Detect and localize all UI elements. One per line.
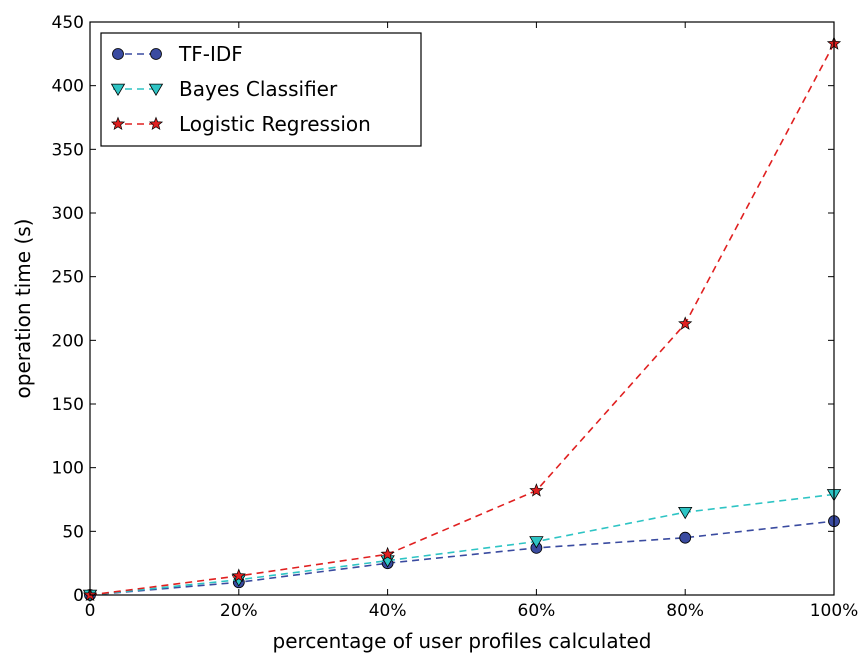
- series-tf-idf: [84, 515, 840, 601]
- x-axis-label: percentage of user profiles calculated: [273, 629, 652, 653]
- x-tick-label: 40%: [369, 601, 407, 621]
- legend: TF-IDF Bayes Classifier Logistic Regressio…: [100, 32, 422, 147]
- plot-frame: [89, 21, 835, 596]
- y-tick-label: 0: [73, 586, 84, 606]
- legend-label: Logistic Regression: [179, 112, 371, 136]
- data-point: [679, 531, 692, 544]
- legend-marker: [110, 116, 126, 131]
- data-point: [678, 316, 693, 330]
- x-axis: 0 20% 40% 60% 80% 100%: [85, 22, 859, 621]
- legend-marker: [148, 116, 164, 131]
- legend-label: TF-IDF: [178, 42, 243, 66]
- y-tick-label: 450: [52, 13, 84, 33]
- legend-item: Bayes Classifier: [110, 77, 338, 101]
- y-tick-label: 350: [52, 140, 84, 160]
- x-tick-label: 0: [85, 601, 96, 621]
- series-line: [89, 43, 835, 596]
- legend-marker: [112, 48, 124, 60]
- data-point: [678, 506, 693, 520]
- x-tick-label: 20%: [220, 601, 258, 621]
- legend-item: TF-IDF: [112, 42, 243, 66]
- y-tick-label: 300: [52, 204, 84, 224]
- x-tick-label: 100%: [810, 601, 859, 621]
- data-point: [529, 483, 544, 497]
- y-axis: 0 50 100 150 200 250 300 350 400 450: [52, 13, 834, 606]
- x-tick-label: 60%: [518, 601, 556, 621]
- data-point: [529, 536, 544, 549]
- legend-label: Bayes Classifier: [179, 77, 338, 101]
- y-axis-label: operation time (s): [11, 219, 35, 399]
- x-tick-label: 80%: [666, 601, 704, 621]
- data-point: [231, 568, 246, 582]
- series-line: [89, 520, 835, 596]
- data-point: [380, 546, 395, 561]
- y-tick-label: 200: [52, 331, 84, 351]
- legend-item: Logistic Regression: [110, 112, 371, 136]
- legend-marker: [148, 83, 164, 96]
- y-tick-label: 250: [52, 268, 84, 288]
- y-tick-label: 400: [52, 77, 84, 97]
- y-tick-label: 50: [62, 522, 84, 542]
- y-tick-label: 100: [52, 459, 84, 479]
- series-line: [89, 493, 835, 596]
- series-bayes-classifier: [82, 489, 842, 602]
- series-layer: [82, 36, 842, 602]
- legend-marker: [110, 83, 126, 96]
- y-tick-label: 150: [52, 395, 84, 415]
- legend-marker: [150, 48, 162, 60]
